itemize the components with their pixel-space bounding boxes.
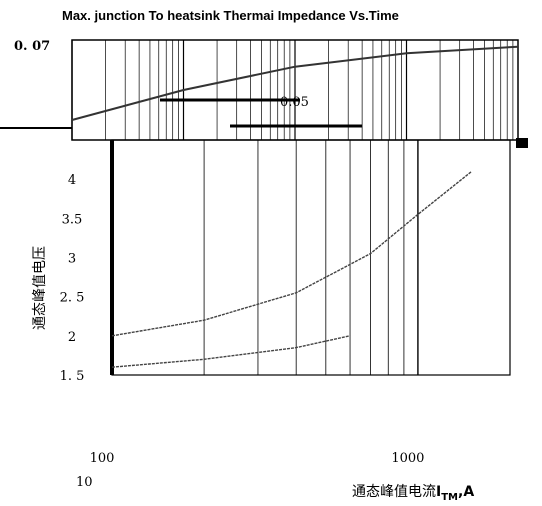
x-axis-label-symbol: I (436, 484, 441, 500)
series-line-2 (111, 335, 351, 368)
x-tick-labels: 100 1000 (90, 451, 425, 466)
x-axis-label-unit: ,A (458, 484, 474, 500)
chart-title: Max. junction To heatsink Thermai Impeda… (62, 8, 399, 23)
y-tick-label: 2 (68, 330, 76, 345)
main-grid (111, 140, 511, 375)
y-axis-label: 通态峰值电压 (32, 246, 48, 330)
inset-grid (71, 40, 514, 140)
x-axis-label-text: 通态峰值电流 (352, 484, 436, 500)
x-tick-label: 100 (90, 451, 115, 466)
x-tick-label: 1000 (391, 451, 424, 466)
plot-frame (111, 139, 511, 376)
x-axis-label-subscript: TM (441, 492, 458, 503)
y-tick-label: 3 (68, 252, 76, 267)
x-axis-label: 通态峰值电流ITM,A (352, 484, 474, 503)
y-tick-labels: 4 3.5 3 2. 5 2 1. 5 (60, 173, 85, 384)
y-tick-label: 1. 5 (60, 369, 85, 384)
y-tick-label: 3.5 (62, 212, 83, 227)
series-layer (111, 170, 473, 368)
thermal-impedance-curve (71, 45, 519, 121)
inset-corner-block (516, 138, 528, 148)
y-tick-label: 4 (68, 173, 76, 188)
thermal-inset: 0.05 (0, 39, 528, 148)
y-tick-label: 2. 5 (60, 291, 85, 306)
series-line-1 (111, 170, 473, 337)
x-extra-label: 10 (76, 475, 93, 490)
top-value-label: 0. 07 (14, 39, 50, 54)
